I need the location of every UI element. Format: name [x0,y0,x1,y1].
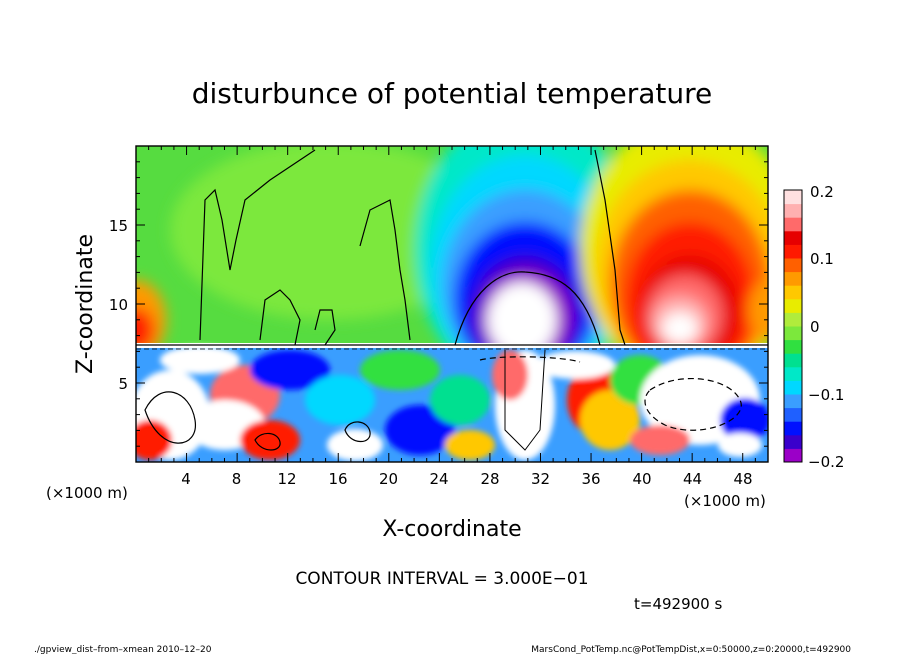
x-tick-label: 48 [733,470,752,488]
colorbar-swatch [784,394,802,409]
colorbar-labels: 0.2 0.1 0 −0.1 −0.2 [808,183,844,471]
y-axis-label: Z-coordinate [73,234,98,374]
colorbar-swatch [784,312,802,327]
colorbar-tick-label: −0.1 [808,386,844,404]
colorbar-swatch [784,190,802,205]
colorbar-swatch [784,244,802,259]
contour-lines [144,149,742,451]
y-tick-label: 10 [109,296,128,314]
footer-source-label: MarsCond_PotTemp.nc@PotTempDist,x=0:5000… [531,645,851,654]
y-tick-label: 5 [118,375,128,393]
x-tick-label: 40 [632,470,651,488]
colorbar-frame [783,189,803,463]
colorbar-swatch [784,230,802,245]
colorbar-swatch [784,339,802,354]
colorbar-tick-label: 0.1 [810,250,834,268]
colorbar-swatch [784,407,802,422]
plot-area [136,146,768,462]
x-tick-label: 24 [429,470,448,488]
axis-ticks [135,145,769,463]
time-label: t=492900 s [634,595,722,613]
colorbar-tick-label: 0.2 [810,183,834,201]
colorbar-swatch [784,298,802,313]
y-unit-label: (×1000 m) [46,484,128,502]
colorbar-swatch [784,380,802,395]
colorbar-swatch [784,271,802,286]
colorbar-tick-label: 0 [810,318,820,336]
colorbar-tick-label: −0.2 [808,453,844,471]
x-tick-label: 8 [232,470,242,488]
x-tick-label: 20 [379,470,398,488]
colorbar-swatch [784,421,802,436]
x-tick-label: 44 [683,470,702,488]
contour-interval-label: CONTOUR INTERVAL = 3.000E−01 [295,569,588,589]
colorbar-swatch [784,434,802,449]
x-tick-label: 32 [531,470,550,488]
colorbar-swatch [784,326,802,341]
lower-field [136,343,768,462]
colorbar-swatch [784,448,802,463]
x-tick-label: 16 [328,470,347,488]
colorbar-swatch [784,203,802,218]
y-tick-label: 15 [109,217,128,235]
x-tick-label: 12 [277,470,296,488]
x-axis-label: X-coordinate [382,517,521,542]
x-tick-labels: 4 8 12 16 20 24 28 32 36 40 44 48 [181,470,752,488]
x-unit-label: (×1000 m) [684,492,766,510]
x-tick-label: 36 [581,470,600,488]
chart-title: disturbunce of potential temperature [192,77,713,110]
colorbar-swatch [784,217,802,232]
colorbar-swatch [784,285,802,300]
x-tick-label: 28 [480,470,499,488]
colorbar [784,190,802,463]
footer-script-label: ./gpview_dist–from–xmean 2010–12–20 [34,645,212,654]
colorbar-swatch [784,353,802,368]
y-tick-labels: 5 10 15 [109,217,128,393]
colorbar-swatch [784,258,802,273]
colorbar-swatch [784,366,802,381]
x-tick-label: 4 [181,470,191,488]
